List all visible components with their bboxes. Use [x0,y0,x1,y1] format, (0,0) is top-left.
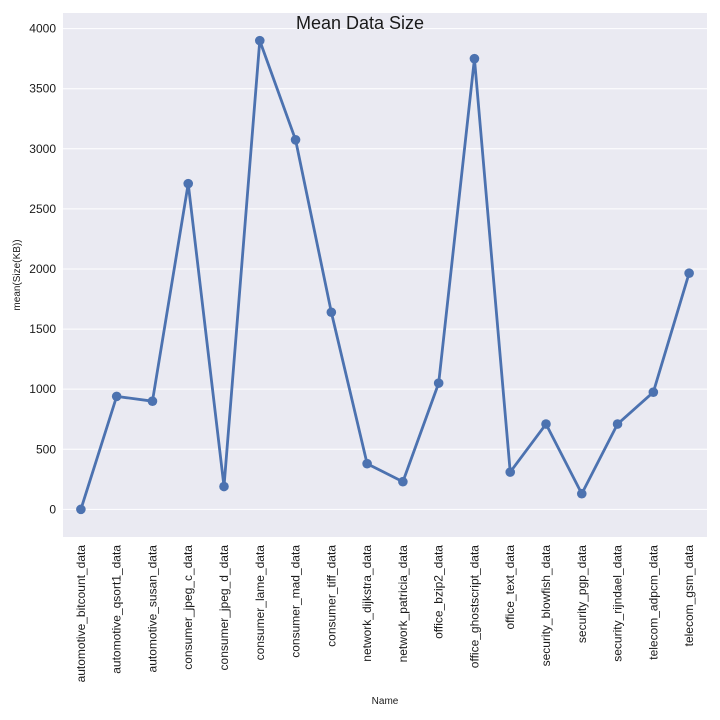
y-tick-label: 1000 [29,382,56,396]
data-point [254,35,265,46]
data-point [362,458,372,469]
x-tick-label: consumer_jpeg_d_data [217,545,231,671]
data-point [576,488,587,499]
data-point [541,419,551,429]
y-tick-label: 3500 [29,82,56,96]
data-point [183,178,194,189]
series-line [79,39,691,510]
y-tick-label: 2000 [29,262,56,276]
data-point [469,53,480,64]
x-tick-label: security_blowfish_data [539,545,553,667]
data-point [648,387,659,397]
x-tick-label: telecom_gsm_data [682,545,696,647]
x-tick-label: automotive_bitcount_data [74,545,88,683]
y-tick-label: 4000 [29,22,56,36]
y-tick-labels: 0 500 1000 1500 2000 2500 3000 3500 4000 [29,22,56,517]
x-tick-label: office_text_data [503,545,517,630]
x-tick-label: telecom_adpcm_data [646,545,660,660]
y-tick-label: 2500 [29,202,56,216]
x-axis-label: Name [372,696,399,707]
data-point [219,481,229,492]
y-tick-label: 3000 [29,142,56,156]
data-point [111,391,122,402]
data-point [433,378,444,388]
x-tick-label: network_dijkstra_data [360,545,374,662]
data-point [76,504,86,515]
y-axis-label: mean(Size(KB)) [12,239,23,310]
x-tick-label: security_rijndael_data [611,545,625,662]
data-point [326,307,337,318]
x-tick-label: office_bzip2_data [432,545,446,639]
data-point [684,268,694,278]
gridlines [63,28,707,510]
plot-area [63,13,707,537]
x-tick-label: consumer_lame_data [253,545,267,661]
data-point [398,476,408,487]
data-point [290,134,301,145]
x-tick-label: consumer_tiff_data [324,545,338,647]
data-point [147,396,158,406]
x-tick-label: consumer_jpeg_c_data [181,545,195,670]
data-points [76,35,694,515]
x-tick-label: automotive_qsort1_data [110,545,124,674]
x-tick-label: automotive_susan_data [145,545,159,673]
x-tick-label: office_ghostscript_data [467,545,481,669]
data-point [505,467,516,477]
x-tick-labels: automotive_bitcount_data automotive_qsort… [74,545,696,683]
chart-title: Mean Data Size [296,13,424,33]
y-tick-label: 0 [49,502,56,516]
data-point [612,419,623,429]
x-tick-label: network_patricia_data [396,545,410,663]
x-tick-label: consumer_mad_data [289,545,303,658]
y-tick-label: 500 [36,442,56,456]
y-tick-label: 1500 [29,322,56,336]
x-tick-label: security_pgp_data [575,545,589,643]
